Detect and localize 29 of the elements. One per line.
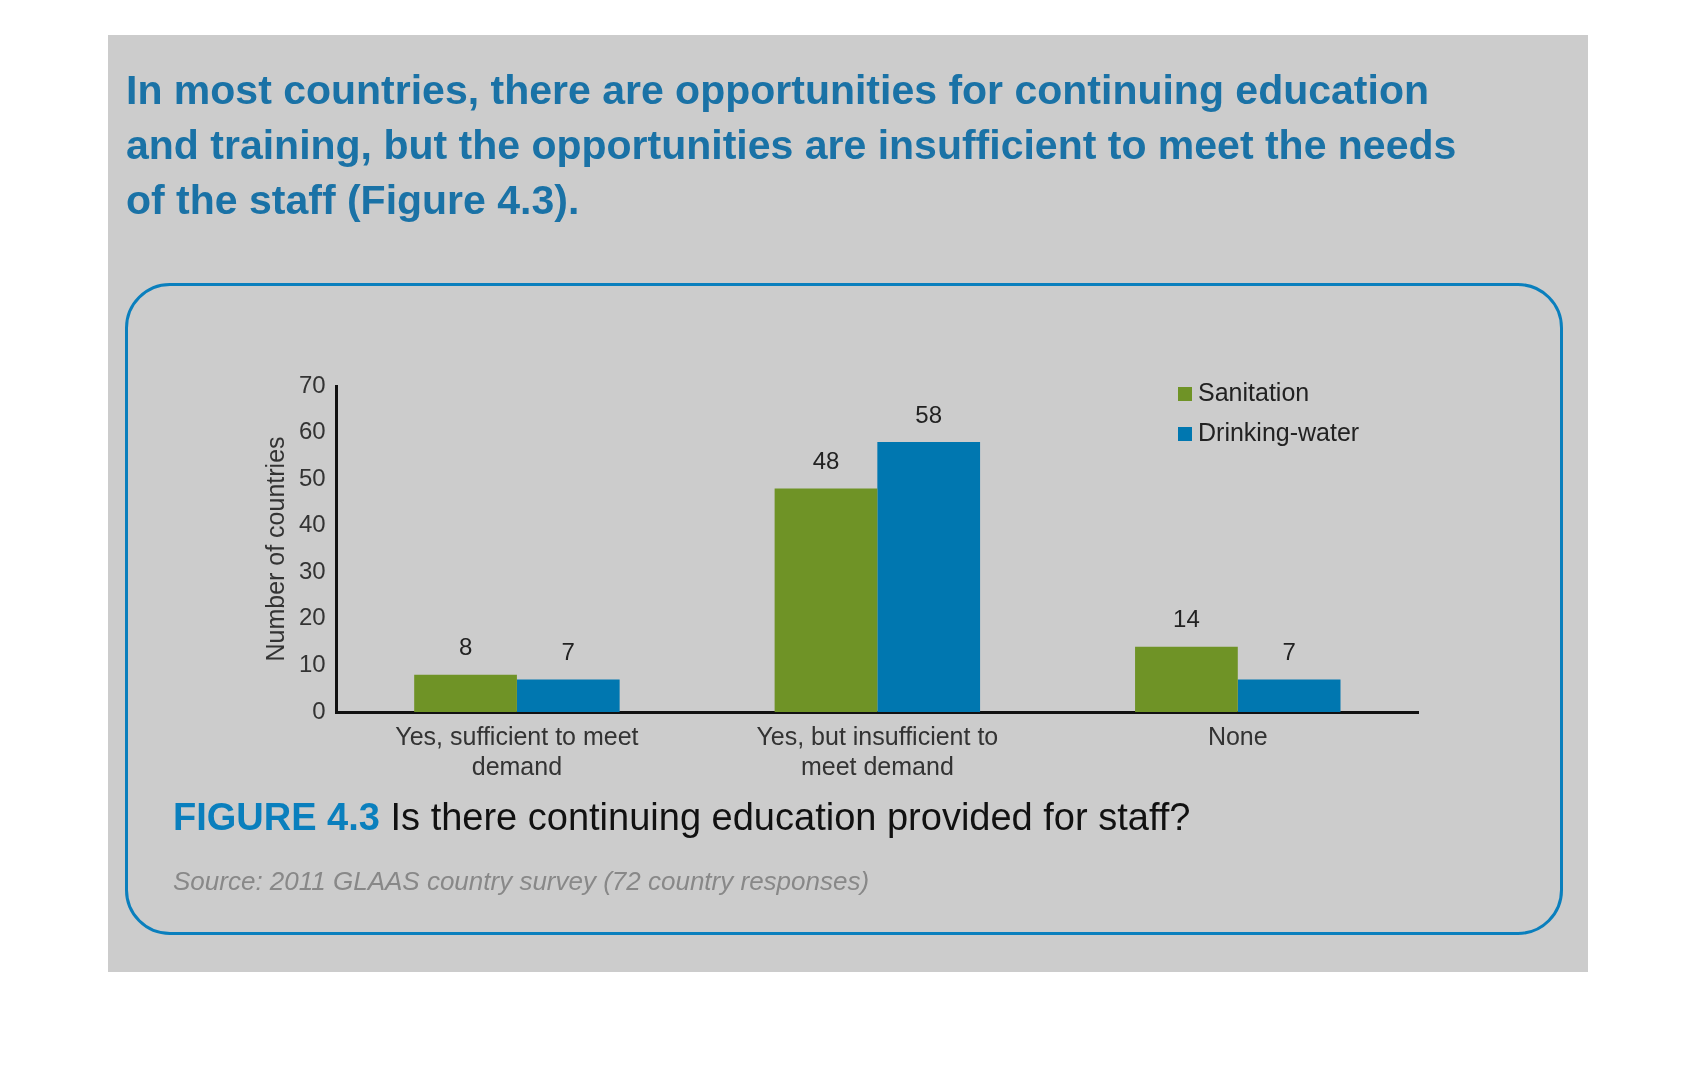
y-tick-label: 60 [298, 417, 326, 445]
y-tick-label: 30 [298, 556, 326, 584]
x-tick-label: Yes, but insufficient to meet demand [756, 721, 999, 780]
y-tick-label: 0 [312, 696, 326, 724]
x-tick-label: None [1207, 721, 1268, 750]
legend-label: Sanitation [1198, 377, 1310, 406]
bar [516, 679, 620, 712]
data-label: 58 [915, 400, 943, 428]
source-note: Source: 2011 GLAAS country survey (72 country responses) [173, 866, 870, 897]
caption: FIGURE 4.3 Is there continuing education provided for staff? [173, 796, 1191, 839]
y-tick-label: 10 [298, 650, 326, 678]
bar [1237, 679, 1341, 712]
y-tick-label: 20 [298, 603, 326, 631]
data-label: 7 [561, 638, 575, 666]
bar [774, 488, 878, 712]
data-label: 14 [1173, 605, 1200, 633]
y-tick-label: 40 [298, 510, 326, 538]
data-label: 48 [812, 447, 840, 475]
bar [414, 674, 517, 712]
y-tick-label: 50 [298, 463, 326, 491]
y-tick-label: 70 [298, 370, 326, 398]
x-tick-label: Yes, sufficient to meet demand [395, 721, 639, 780]
data-label: 8 [458, 633, 473, 661]
data-label: 7 [1282, 638, 1296, 666]
y-axis-title: Number of countries [260, 436, 289, 662]
bar [1135, 646, 1238, 712]
legend-label: Drinking-water [1198, 417, 1360, 446]
chart-title: In most countries, there are opportunities for continuing education and training, but the opportunities are insufficient to meet the needs of the staff (Figure 4.3). [126, 66, 1458, 225]
bar [877, 441, 981, 712]
